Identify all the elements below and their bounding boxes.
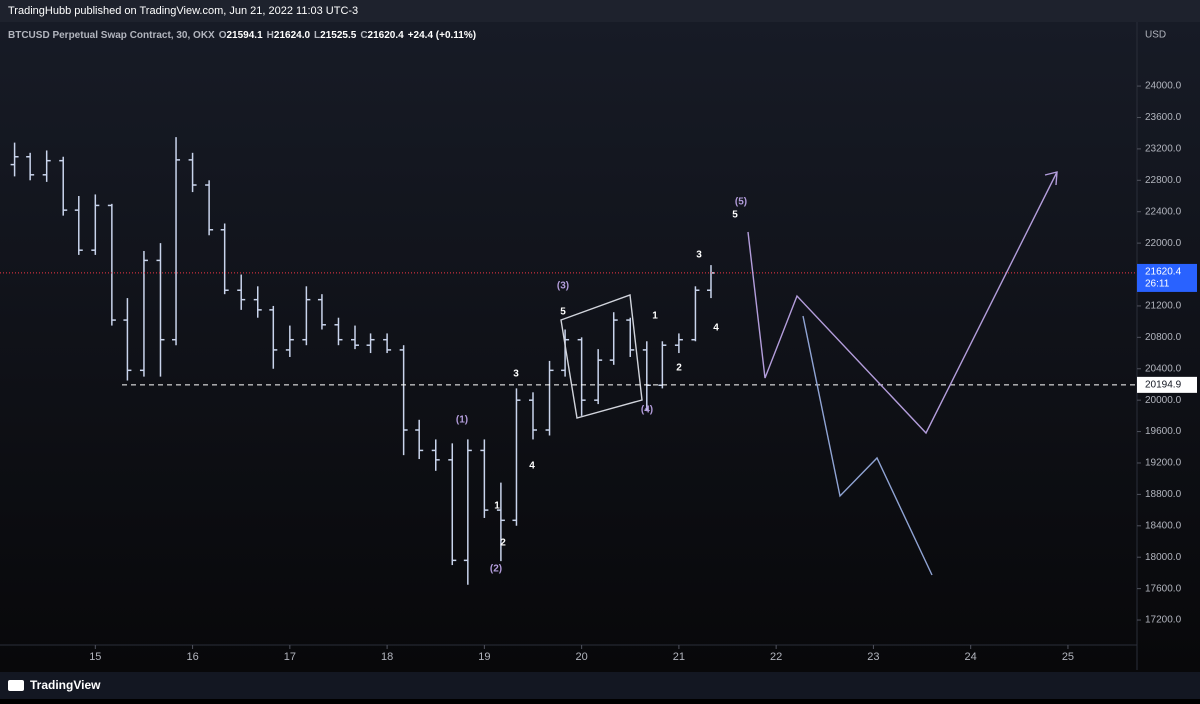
y-tick-label: 24000.0	[1145, 81, 1182, 92]
y-tick-label: 17200.0	[1145, 615, 1182, 626]
wave-label: 5	[732, 210, 738, 221]
last-price-tag	[1137, 263, 1197, 292]
triangle-pattern	[560, 294, 643, 419]
brand-logo	[8, 680, 24, 691]
x-tick-label: 25	[1062, 651, 1074, 663]
x-tick-label: 21	[673, 651, 685, 663]
label: C	[360, 30, 367, 41]
y-tick-label: 22000.0	[1145, 238, 1182, 249]
y-tick-label: 22800.0	[1145, 175, 1182, 186]
publisher: TradingHubb published on TradingView.com…	[8, 5, 358, 17]
change: +24.4 (+0.11%)	[408, 30, 476, 41]
level-label: 20194.9	[1145, 380, 1182, 391]
axis-unit: USD	[1145, 30, 1166, 41]
x-tick-label: 19	[478, 651, 490, 663]
x-tick-label: 16	[186, 651, 198, 663]
y-tick-label: 20400.0	[1145, 363, 1182, 374]
y-tick-label: 18400.0	[1145, 520, 1182, 531]
wave-label: 5	[560, 307, 566, 318]
wave-label: (3)	[557, 281, 569, 292]
label: H	[267, 30, 274, 41]
top-bar	[0, 0, 1200, 22]
wave-label: 4	[529, 461, 535, 472]
y-tick-label: 18000.0	[1145, 552, 1182, 563]
y-tick-label: 20000.0	[1145, 395, 1182, 406]
wave-label: (2)	[490, 564, 502, 575]
projection-path	[747, 171, 1058, 435]
wave-label: (1)	[456, 415, 468, 426]
y-tick-label: 22400.0	[1145, 206, 1182, 217]
x-tick-label: 22	[770, 651, 782, 663]
y-tick-label: 17600.0	[1145, 583, 1182, 594]
legend: BTCUSD Perpetual Swap Contract, 30, OKX O…	[8, 30, 476, 41]
last-price-label: 21620.4	[1145, 267, 1182, 278]
x-tick-label: 23	[867, 651, 879, 663]
value: 21624.0	[274, 30, 311, 41]
y-tick-label: 23200.0	[1145, 144, 1182, 155]
footer-bar	[0, 672, 1200, 699]
brand: TradingView	[30, 678, 101, 692]
y-tick-label: 19600.0	[1145, 426, 1182, 437]
level-tag	[1137, 376, 1197, 393]
y-tick-label: 19200.0	[1145, 458, 1182, 469]
x-tick-label: 24	[965, 651, 977, 663]
wave-label: (4)	[641, 405, 653, 416]
x-tick-label: 18	[381, 651, 393, 663]
value: 21594.1	[227, 30, 264, 41]
wave-label: 3	[696, 250, 702, 261]
label: L	[314, 30, 320, 41]
wave-label: 2	[500, 538, 506, 549]
drawings	[560, 171, 1058, 576]
y-tick-label: 23600.0	[1145, 112, 1182, 123]
wave-label: 1	[494, 501, 500, 512]
x-tick-label: 17	[284, 651, 296, 663]
y-tick-label: 18800.0	[1145, 489, 1182, 500]
x-tick-label: 20	[576, 651, 588, 663]
wave-label: (5)	[735, 197, 747, 208]
label: O	[219, 30, 227, 41]
y-tick-label: 21200.0	[1145, 301, 1182, 312]
x-tick-label: 15	[89, 651, 101, 663]
chart-background	[0, 22, 1200, 672]
wave-label: 1	[652, 311, 658, 322]
countdown: 26:11	[1145, 279, 1170, 290]
alternate-path	[802, 315, 933, 576]
wave-label: 4	[713, 323, 719, 334]
wave-label: 3	[513, 369, 519, 380]
value: 21620.4	[368, 30, 405, 41]
wave-label: 2	[676, 363, 682, 374]
value: 21525.5	[320, 30, 357, 41]
wave-labels: (1) (2) (3) (4) (5) 1 2 3 4 5 1 2 3 4 5	[456, 197, 747, 575]
symbol: BTCUSD Perpetual Swap Contract, 30, OKX	[8, 30, 215, 41]
legend-symbol: BTCUSD Perpetual Swap Contract, 30, OKX O…	[8, 30, 476, 41]
y-tick-label: 20800.0	[1145, 332, 1182, 343]
arrow-head	[1044, 171, 1058, 186]
plot	[0, 137, 1137, 585]
